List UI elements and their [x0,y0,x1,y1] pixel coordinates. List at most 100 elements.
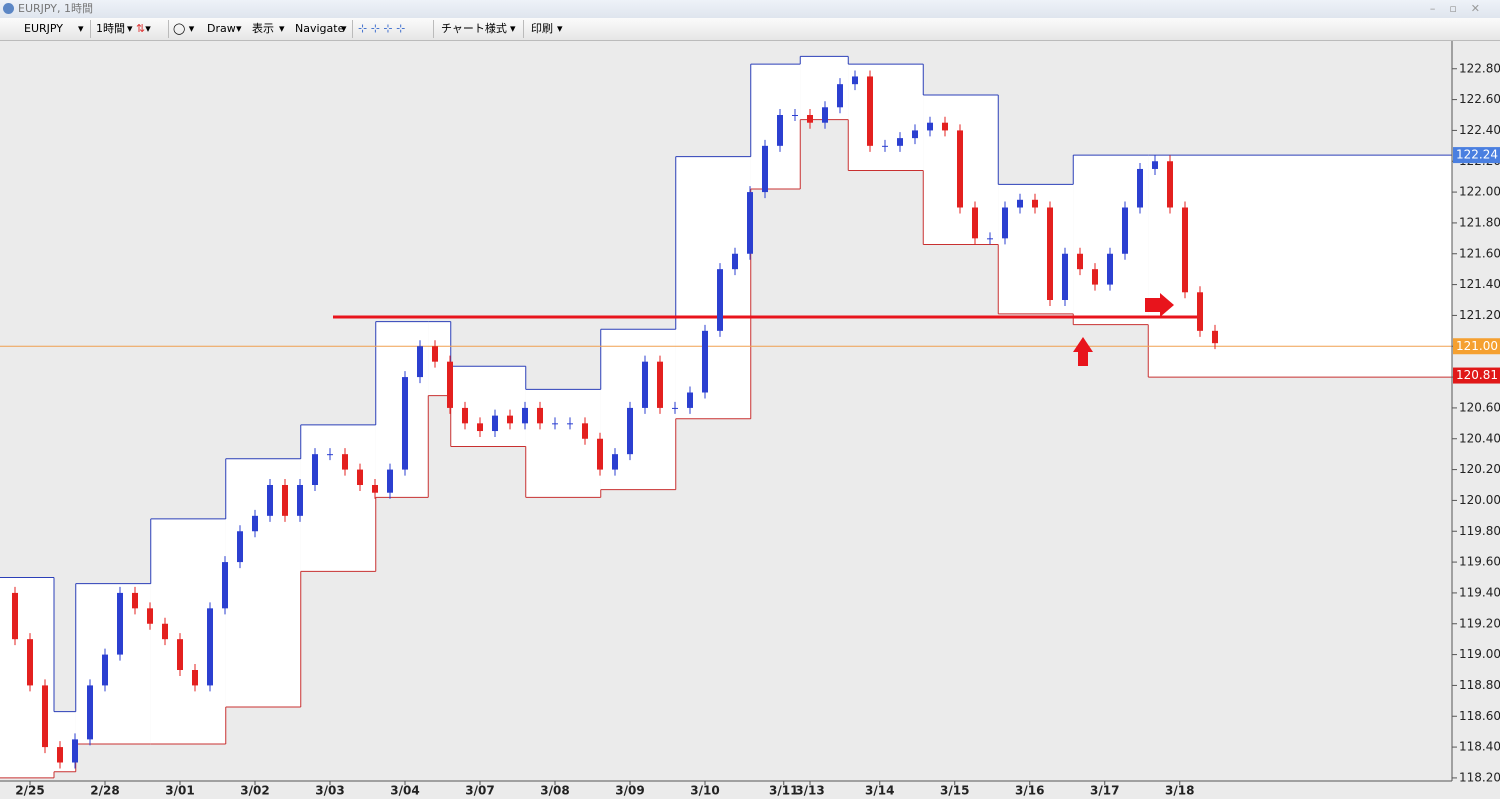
channel-box [1073,155,1149,325]
channel-box [750,64,801,189]
candle [702,330,708,393]
candle [837,84,843,108]
separator [90,20,91,38]
candle [222,562,228,609]
candle [1122,207,1128,254]
timeframe-select[interactable]: 1時間 [96,22,125,35]
candle [1152,161,1158,169]
candle [777,115,783,146]
candle [1197,292,1203,331]
candle [687,392,693,408]
x-tick-label: 3/09 [615,784,644,798]
dropdown-arrow[interactable]: ▾ [279,22,285,35]
x-tick-label: 3/11 [769,784,798,798]
x-tick-label: 3/18 [1165,784,1194,798]
candle [972,207,978,239]
candle [162,623,168,640]
candle [822,107,828,123]
candle [297,485,303,516]
x-tick-label: 3/04 [390,784,419,798]
candle [267,485,273,516]
candle [57,747,63,763]
x-tick-label: 3/07 [465,784,494,798]
candle [1047,207,1053,300]
candle [27,639,33,686]
y-tick-label: 121.20 [1459,308,1500,322]
candle [582,423,588,439]
window-title: EURJPY, 1時間 [18,2,93,15]
candle [657,361,663,408]
y-tick-label: 122.60 [1459,92,1500,106]
candle [1077,253,1083,270]
dropdown-arrow[interactable]: ▾ [510,22,516,35]
y-tick-label: 122.00 [1459,185,1500,199]
candle [852,76,858,85]
y-tick-label: 119.00 [1459,647,1500,661]
candle [1212,330,1218,344]
dropdown-arrow[interactable]: ▾ ⇅▾ [127,22,151,35]
candle [1032,199,1038,208]
x-tick-label: 3/16 [1015,784,1044,798]
title-bar: EURJPY, 1時間 –▫✕ [0,0,1500,18]
candle [252,515,258,532]
candle [42,685,48,748]
view-menu[interactable]: 表示 [252,22,274,35]
x-tick-label: 3/01 [165,784,194,798]
symbol-select[interactable]: EURJPY [24,22,63,35]
price-tag [1453,338,1500,355]
dropdown-arrow[interactable]: ▾ [341,22,347,35]
y-tick-label: 118.80 [1459,678,1500,692]
candle [72,739,78,763]
x-tick-label: 2/28 [90,784,119,798]
channel-box [428,321,451,396]
dropdown-arrow[interactable]: ▾ [236,22,242,35]
x-tick-label: 2/25 [15,784,44,798]
candle [192,670,198,686]
candle [327,454,333,456]
print-menu[interactable]: 印刷 [531,22,553,35]
candle [957,130,963,208]
draw-menu[interactable]: Draw [207,22,236,35]
candle [432,346,438,362]
dropdown-arrow[interactable]: ▾ [78,22,84,35]
candle [87,685,93,740]
candle [342,454,348,470]
y-tick-label: 120.40 [1459,431,1500,445]
candle [732,253,738,270]
x-tick-label: 3/13 [795,784,824,798]
candle [387,469,393,493]
cursor-tools[interactable]: ⊹ ⊹ ⊹ ⊹ [358,22,406,35]
candle [102,654,108,686]
y-tick-label: 121.40 [1459,277,1500,291]
shape-tool[interactable]: ◯ ▾ [173,22,195,35]
candle [417,346,423,378]
y-tick-label: 119.60 [1459,555,1500,569]
candle [1002,207,1008,239]
candle [792,115,798,116]
chart-style-menu[interactable]: チャート様式 [441,22,507,35]
candle [537,407,543,424]
candle [747,192,753,254]
price-tag [1453,147,1500,164]
app-icon [3,3,14,14]
candle [477,423,483,432]
candle [492,415,498,432]
window-buttons[interactable]: –▫✕ [1429,2,1494,15]
candle [942,122,948,131]
channel-box [525,389,601,498]
navigate-menu[interactable]: Navigate [295,22,345,35]
channel-box [300,424,376,572]
candle [1107,253,1113,285]
x-tick-label: 3/10 [690,784,719,798]
y-tick-label: 120.00 [1459,493,1500,507]
y-tick-label: 119.80 [1459,524,1500,538]
dropdown-arrow[interactable]: ▾ [557,22,563,35]
channel-box [1148,155,1452,378]
candle [672,407,678,409]
channel-box [848,64,924,171]
candle [1137,168,1143,208]
candle [807,115,813,123]
y-tick-label: 120.60 [1459,400,1500,414]
price-tag [1453,367,1500,384]
candle [357,469,363,485]
